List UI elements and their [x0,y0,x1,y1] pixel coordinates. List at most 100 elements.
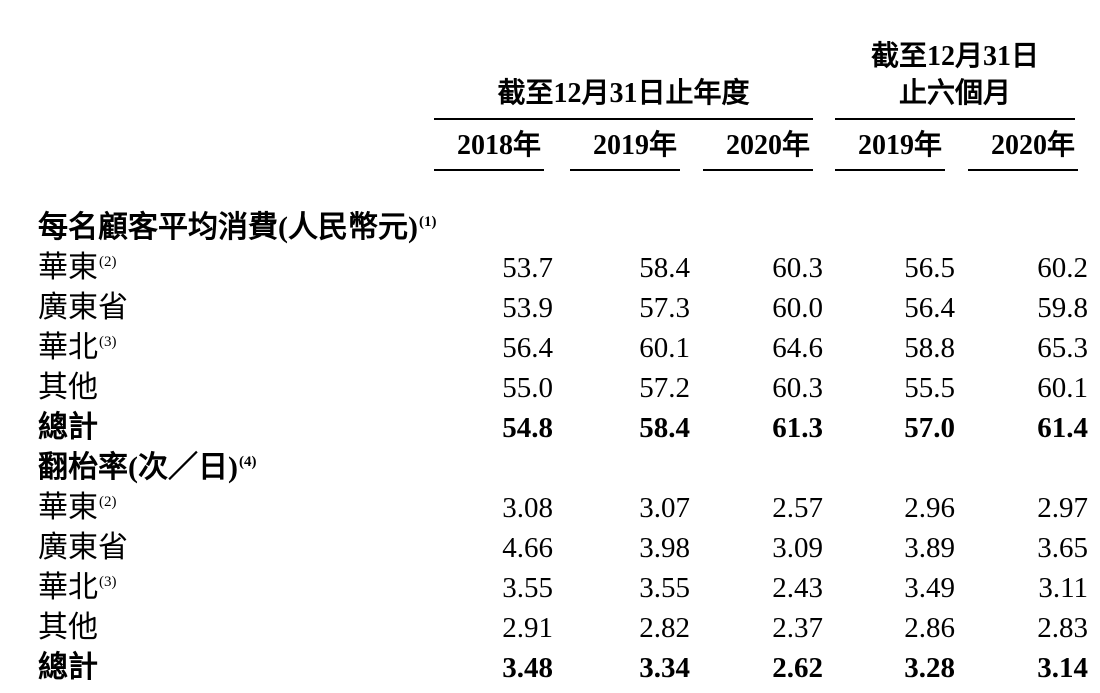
cell-value: 60.0 [772,292,824,324]
row-label: 廣東省 [38,528,434,568]
data-row: 華北(3) 3.55 3.55 2.43 3.49 3.11 [38,568,1088,608]
row-label: 華北(3) [38,328,434,368]
data-row: 華東(2) 53.7 58.4 60.3 56.5 60.2 [38,248,1088,288]
label-column-spacer [38,120,434,171]
cell-value: 58.8 [904,332,956,364]
year-header-2019-interim: 2019年 [823,120,955,171]
cell-value: 60.3 [772,372,824,404]
data-row: 華東(2) 3.08 3.07 2.57 2.96 2.97 [38,488,1088,528]
header-body-spacer [38,171,1088,208]
cell-value: 4.66 [502,532,553,564]
cell-value: 2.43 [772,572,824,604]
row-label-text: 總計 [38,651,98,684]
year-header-label: 2018年 [434,129,544,171]
column-group-sixmonths-title-line1: 截至12月31日 [871,41,1040,72]
data-row: 其他 2.91 2.82 2.37 2.86 2.83 [38,608,1088,648]
cell-value: 60.1 [1037,372,1089,404]
data-row: 廣東省 53.9 57.3 60.0 56.4 59.8 [38,288,1088,328]
cell-value: 56.4 [502,332,553,364]
cell-value: 3.07 [639,492,690,524]
row-label: 其他 [38,368,434,408]
year-header-label: 2020年 [703,129,814,171]
cell-value: 2.97 [1037,492,1089,524]
year-header-row: 2018年 2019年 2020年 2019年 2020年 [38,120,1088,171]
data-row: 廣東省 4.66 3.98 3.09 3.89 3.65 [38,528,1088,568]
cell-value: 3.89 [904,532,956,564]
cell-value: 60.3 [772,252,824,284]
row-label-text: 華東 [38,491,98,524]
total-row: 總計 3.48 3.34 2.62 3.28 3.14 [38,648,1088,688]
cell-value: 64.6 [772,332,824,364]
column-group-sixmonths: 截至12月31日 止六個月 [823,38,1088,120]
cell-value: 3.98 [639,532,690,564]
cell-value: 2.57 [772,492,824,524]
row-label: 總計 [38,648,434,688]
row-label: 總計 [38,408,434,448]
footnote-marker: (4) [238,454,257,470]
cell-value: 2.37 [772,612,824,644]
cell-value: 56.4 [904,292,956,324]
section-header: 每名顧客平均消費(人民幣元)(1) [38,208,1088,248]
cell-value: 54.8 [502,412,553,444]
section-header-text: 每名顧客平均消費(人民幣元) [38,211,418,244]
row-label-text: 華東 [38,251,98,284]
cell-value: 58.4 [639,252,690,284]
label-column-spacer [38,38,434,120]
cell-value: 3.08 [502,492,553,524]
cell-value: 3.48 [502,652,553,684]
row-label-text: 其他 [38,611,98,644]
cell-value: 56.5 [904,252,956,284]
cell-value: 2.82 [639,612,690,644]
column-group-annual: 截至12月31日止年度 [434,38,823,120]
cell-value: 57.0 [904,412,956,444]
cell-value: 2.96 [904,492,956,524]
footnote-marker: (2) [99,494,117,510]
section-header-text: 翻枱率(次／日) [38,451,238,484]
cell-value: 60.1 [639,332,690,364]
cell-value: 61.3 [772,412,824,444]
cell-value: 55.5 [904,372,956,404]
year-header-2018: 2018年 [434,120,553,171]
cell-value: 61.4 [1037,412,1089,444]
row-label-text: 總計 [38,411,98,444]
cell-value: 3.65 [1037,532,1089,564]
row-label: 其他 [38,608,434,648]
cell-value: 58.4 [639,412,690,444]
cell-value: 60.2 [1037,252,1089,284]
cell-value: 3.14 [1037,652,1089,684]
cell-value: 3.55 [639,572,690,604]
row-label: 廣東省 [38,288,434,328]
cell-value: 3.55 [502,572,553,604]
column-group-annual-title: 截至12月31日止年度 [434,75,814,120]
year-header-label: 2020年 [968,129,1079,171]
cell-value: 2.91 [502,612,553,644]
section-header: 翻枱率(次／日)(4) [38,448,1088,488]
cell-value: 59.8 [1037,292,1089,324]
cell-value: 3.28 [904,652,956,684]
data-row: 其他 55.0 57.2 60.3 55.5 60.1 [38,368,1088,408]
footnote-marker: (3) [99,334,117,350]
cell-value: 57.2 [639,372,690,404]
column-group-sixmonths-title: 截至12月31日 止六個月 [835,38,1076,120]
section-header-row: 翻枱率(次／日)(4) [38,448,1088,488]
cell-value: 3.34 [639,652,690,684]
cell-value: 53.9 [502,292,553,324]
row-label-text: 其他 [38,371,98,404]
row-label-text: 廣東省 [38,531,128,564]
operating-metrics-table: 截至12月31日止年度 截至12月31日 止六個月 2018年 2019年 20… [38,38,1088,688]
year-header-2020-interim: 2020年 [955,120,1088,171]
cell-value: 2.86 [904,612,956,644]
footnote-marker: (1) [418,214,437,230]
section-header-row: 每名顧客平均消費(人民幣元)(1) [38,208,1088,248]
year-header-2019: 2019年 [553,120,690,171]
column-group-sixmonths-title-line2: 止六個月 [899,78,1012,109]
cell-value: 3.09 [772,532,824,564]
cell-value: 2.83 [1037,612,1089,644]
year-header-label: 2019年 [835,129,946,171]
cell-value: 2.62 [772,652,824,684]
row-label-text: 華北 [38,571,98,604]
year-header-label: 2019年 [570,129,680,171]
column-group-header-row: 截至12月31日止年度 截至12月31日 止六個月 [38,38,1088,120]
row-label-text: 廣東省 [38,291,128,324]
